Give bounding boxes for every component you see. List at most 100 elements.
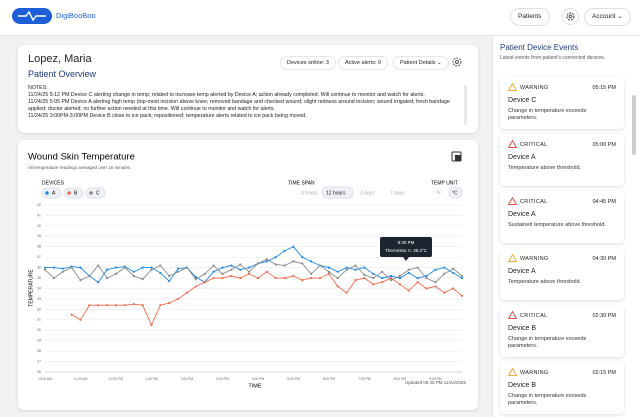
- y-tick-label: 31: [37, 318, 41, 322]
- time-span-option[interactable]: 7 days: [390, 190, 405, 196]
- data-point: [106, 268, 109, 271]
- data-point: [43, 268, 47, 271]
- data-point: [230, 264, 233, 267]
- data-point: [443, 266, 446, 269]
- account-button[interactable]: Account ⌄: [584, 8, 631, 26]
- data-point: [389, 279, 393, 282]
- patient-settings[interactable]: [451, 56, 463, 68]
- event-icon: [508, 140, 517, 148]
- data-point: [132, 303, 135, 306]
- patient-details-button[interactable]: Patient Details ⌄: [393, 56, 449, 70]
- event-device: Device C: [508, 97, 537, 104]
- event-device: Device B: [508, 382, 537, 389]
- data-point: [425, 276, 428, 280]
- patients-button[interactable]: Patients: [510, 8, 550, 26]
- time-span-option[interactable]: 4 hours: [301, 190, 318, 196]
- export-icon[interactable]: [451, 151, 462, 162]
- event-message: Temperature above threshold.: [508, 165, 582, 171]
- device-toggle[interactable]: A: [41, 187, 62, 199]
- event-card[interactable]: WARNING 05:15 PM Device C Change in tempera…: [500, 77, 624, 129]
- data-point: [212, 264, 215, 267]
- option-label: °F: [436, 190, 441, 196]
- event-card[interactable]: CRITICAL 02:30 PM Device B Change in temper…: [500, 305, 624, 357]
- data-point: [416, 266, 419, 269]
- temp-unit-option[interactable]: °F: [436, 190, 441, 196]
- data-point: [301, 256, 304, 259]
- active-alerts: Active alerts: 0: [338, 56, 389, 70]
- data-point: [283, 264, 286, 267]
- event-card[interactable]: CRITICAL 04:45 PM Device A Sustained temper…: [500, 191, 624, 243]
- logo-icon: [12, 8, 52, 24]
- y-tick-label: 36: [37, 266, 41, 270]
- data-point: [310, 272, 313, 275]
- event-time: 04:45 PM: [592, 199, 616, 205]
- data-point: [398, 276, 401, 280]
- event-icon: [508, 83, 517, 91]
- event-device: Device A: [508, 211, 536, 218]
- event-message: Change in temperature exceeds parameters…: [508, 393, 587, 406]
- tooltip: 8:30 PM Thermistor A: 38.2°C: [380, 237, 432, 261]
- tooltip-arrow: [403, 257, 409, 261]
- event-message: Temperature above threshold.: [508, 279, 582, 285]
- data-point: [327, 272, 331, 275]
- data-point: [247, 270, 251, 273]
- patient-card: Lopez, Maria Patient Overview Devices on…: [18, 45, 478, 133]
- data-point: [221, 272, 224, 275]
- chart-title: Wound Skin Temperature: [28, 152, 135, 163]
- data-point: [443, 291, 446, 294]
- data-point: [372, 276, 375, 280]
- data-point: [354, 279, 357, 282]
- y-tick-label: 27: [37, 359, 41, 363]
- device-toggle[interactable]: B: [63, 187, 84, 199]
- data-point: [407, 268, 410, 271]
- event-card[interactable]: WARNING 02:15 PM Device B Change in tempera…: [500, 362, 624, 414]
- event-device: Device A: [508, 154, 536, 161]
- event-card[interactable]: WARNING 04:30 PM Device A Temperature above…: [500, 248, 624, 300]
- event-message: Change in temperature exceeds parameters…: [508, 336, 587, 349]
- data-point: [194, 285, 197, 288]
- toggle-chip: [85, 187, 106, 199]
- time-span-option[interactable]: 3 days: [360, 190, 375, 196]
- option-label: 3 days: [360, 190, 375, 196]
- event-level: CRITICAL: [520, 142, 548, 148]
- data-point: [301, 262, 304, 265]
- event-message: Sustained temperature above threshold.: [508, 222, 606, 228]
- data-point: [70, 313, 73, 316]
- series-line: [71, 271, 463, 327]
- devices-label: DEVICES: [42, 180, 65, 186]
- temp-unit-option[interactable]: °C: [448, 186, 463, 199]
- note: 11/24/25 3:00PM-3:00PM Device B close to…: [28, 113, 307, 119]
- data-point: [150, 323, 153, 327]
- y-tick-label: 38: [37, 245, 41, 249]
- data-point: [132, 270, 135, 273]
- data-point: [283, 276, 286, 280]
- data-point: [168, 302, 171, 305]
- x-tick-label: 10:00 AM: [38, 377, 52, 381]
- data-point: [132, 274, 135, 278]
- notes-scrollbar: [464, 85, 467, 125]
- y-tick-label: 34: [37, 286, 41, 290]
- x-tick-label: 4:00 PM: [252, 377, 265, 381]
- data-point: [61, 270, 64, 273]
- device-toggle[interactable]: C: [85, 187, 106, 199]
- data-point: [79, 279, 82, 282]
- data-point: [434, 268, 437, 271]
- event-level: CRITICAL: [520, 313, 548, 319]
- time-span-option[interactable]: 12 hours: [321, 186, 354, 199]
- data-point: [114, 272, 118, 275]
- toggle-label: B: [74, 191, 78, 197]
- toggle-chip: [41, 187, 62, 199]
- event-card[interactable]: CRITICAL 05:00 PM Device A Temperature abov…: [500, 134, 624, 186]
- option-bg: [321, 186, 354, 199]
- settings-button[interactable]: [562, 8, 579, 25]
- patient-name: Lopez, Maria: [28, 53, 92, 65]
- data-point: [274, 263, 277, 266]
- data-point: [407, 289, 410, 292]
- data-point: [336, 270, 339, 273]
- data-point: [88, 304, 91, 307]
- data-point: [336, 285, 339, 288]
- data-point: [398, 283, 401, 286]
- triangle: [508, 368, 517, 376]
- triangle: [508, 140, 517, 148]
- data-point: [43, 266, 47, 269]
